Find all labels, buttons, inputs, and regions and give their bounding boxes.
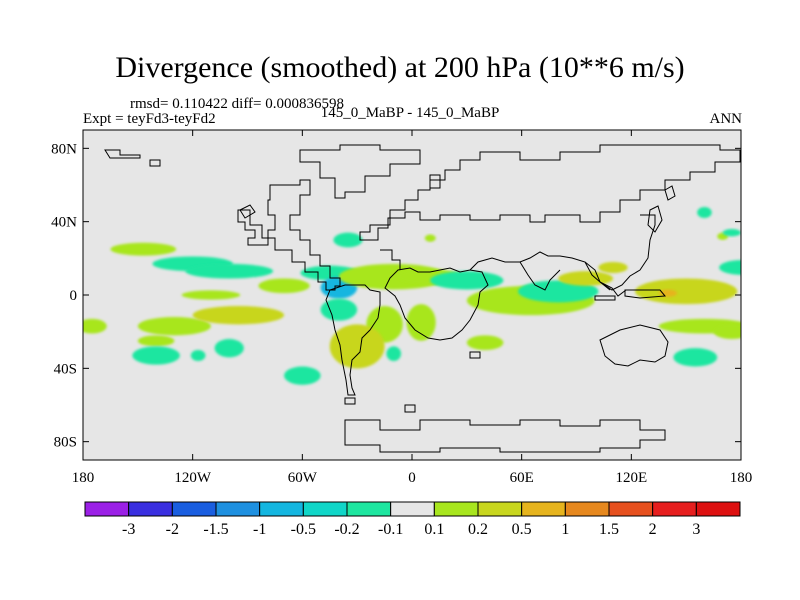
anomaly-region-5 bbox=[192, 306, 285, 325]
anomaly-region-30 bbox=[719, 260, 741, 275]
colorbar-box bbox=[695, 501, 741, 517]
colorbar-box bbox=[84, 501, 130, 517]
x-tick-label: 60E bbox=[510, 470, 534, 486]
colorbar-label: 0.2 bbox=[468, 521, 488, 538]
colorbar-box bbox=[346, 501, 392, 517]
anomaly-region-2 bbox=[185, 263, 274, 279]
anomaly-region-8 bbox=[137, 335, 175, 347]
colorbar-label: -3 bbox=[122, 521, 135, 538]
y-tick-label: 80S bbox=[54, 435, 77, 451]
colorbar-box bbox=[390, 501, 435, 517]
colorbar-label: 0.1 bbox=[424, 521, 444, 538]
anomaly-region-37 bbox=[424, 234, 436, 242]
anomaly-region-29 bbox=[658, 289, 678, 297]
anomaly-region-34 bbox=[697, 207, 712, 218]
anomaly-region-4 bbox=[83, 318, 107, 334]
colorbar-label: 2 bbox=[649, 521, 657, 538]
colorbar-label: 0.5 bbox=[512, 521, 532, 538]
coastlines bbox=[104, 144, 741, 453]
anomaly-region-9 bbox=[214, 339, 244, 358]
colorbar-box bbox=[128, 501, 173, 517]
anomaly-region-23 bbox=[466, 335, 504, 350]
anomaly-region-0 bbox=[110, 242, 177, 256]
anomaly-region-11 bbox=[284, 366, 321, 385]
x-tick-label: 180 bbox=[72, 470, 95, 486]
case-label: 145_0_MaBP - 145_0_MaBP bbox=[320, 105, 500, 121]
colorbar-box bbox=[521, 501, 566, 517]
x-tick-label: 120E bbox=[615, 470, 647, 486]
y-axis: 80N 40N 0 40S 80S bbox=[51, 141, 741, 451]
anomaly-region-22 bbox=[386, 346, 402, 361]
anomaly-region-3 bbox=[137, 317, 211, 336]
anomaly-region-27 bbox=[598, 262, 628, 273]
x-tick-label: 120W bbox=[174, 470, 212, 486]
x-tick-label: 0 bbox=[408, 470, 416, 486]
y-tick-label: 40N bbox=[51, 215, 77, 231]
colorbar: -3 -2 -1.5 -1 -0.5 -0.2 -0.1 0.1 0.2 0.5 1 1.5 2 3 bbox=[84, 501, 741, 538]
colorbar-label: -0.2 bbox=[334, 521, 359, 538]
x-tick-label: 180 bbox=[730, 470, 753, 486]
anomaly-region-15 bbox=[320, 298, 358, 321]
anomaly-region-6 bbox=[181, 290, 241, 300]
anomaly-region-12 bbox=[190, 350, 206, 361]
season-label: ANN bbox=[709, 111, 743, 127]
x-tick-label: 60W bbox=[288, 470, 318, 486]
y-tick-label: 80N bbox=[51, 141, 77, 157]
colorbar-box bbox=[608, 501, 654, 517]
x-axis: 180 120W 60W 0 60E 120E 180 bbox=[72, 130, 753, 486]
anomaly-region-36 bbox=[333, 232, 363, 248]
anomaly-layer bbox=[83, 207, 741, 385]
colorbar-label: -2 bbox=[166, 521, 179, 538]
colorbar-label: 3 bbox=[692, 521, 700, 538]
colorbar-box bbox=[652, 501, 697, 517]
anomaly-region-7 bbox=[258, 278, 310, 294]
y-tick-label: 0 bbox=[70, 288, 78, 304]
experiment-label: Expt = teyFd3-teyFd2 bbox=[83, 111, 216, 127]
colorbar-label: -1.5 bbox=[203, 521, 228, 538]
colorbar-box bbox=[215, 501, 261, 517]
anomaly-region-25 bbox=[518, 280, 599, 303]
y-tick-label: 40S bbox=[54, 361, 77, 377]
colorbar-label: -0.5 bbox=[291, 521, 316, 538]
anomaly-region-20 bbox=[430, 271, 504, 290]
colorbar-box bbox=[302, 501, 348, 517]
colorbar-box bbox=[564, 501, 610, 517]
anomaly-region-17 bbox=[329, 324, 385, 369]
anomaly-region-10 bbox=[132, 346, 180, 365]
anomaly-region-38 bbox=[722, 229, 741, 237]
colorbar-label: -1 bbox=[253, 521, 266, 538]
colorbar-label: -0.1 bbox=[378, 521, 403, 538]
colorbar-label: 1 bbox=[561, 521, 569, 538]
stats-label: rmsd= 0.110422 diff= 0.000836598 bbox=[130, 96, 344, 112]
colorbar-box bbox=[477, 501, 523, 517]
colorbar-box bbox=[171, 501, 217, 517]
colorbar-box bbox=[259, 501, 304, 517]
anomaly-region-28 bbox=[634, 278, 738, 305]
chart-title: Divergence (smoothed) at 200 hPa (10**6 … bbox=[115, 51, 685, 84]
colorbar-label: 1.5 bbox=[599, 521, 619, 538]
colorbar-box bbox=[433, 501, 479, 517]
anomaly-region-26 bbox=[558, 271, 614, 286]
anomaly-region-32 bbox=[713, 324, 741, 339]
anomaly-region-21 bbox=[406, 304, 436, 341]
anomaly-region-33 bbox=[673, 348, 718, 367]
